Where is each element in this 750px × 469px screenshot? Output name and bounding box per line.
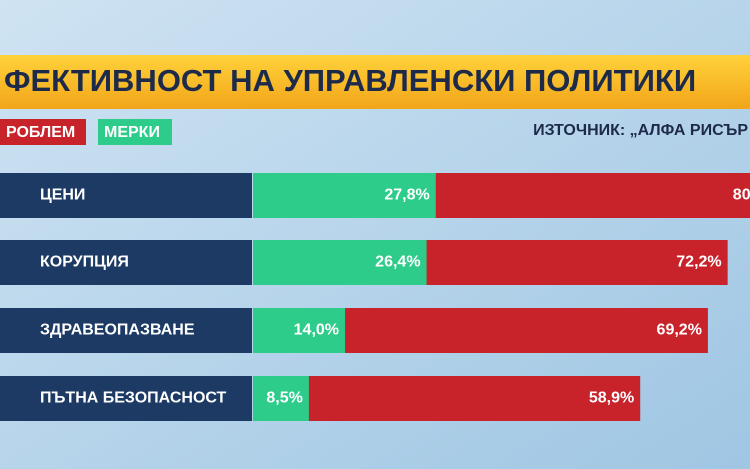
bar [253, 376, 309, 421]
value-label: 27,8% [384, 187, 429, 204]
category-label: КОРУПЦИЯ [40, 254, 129, 271]
bar [253, 376, 641, 421]
category-label: ПЪТНА БЕЗОПАСНОСТ [40, 390, 227, 407]
category-box [0, 240, 252, 285]
category-label: ЦЕНИ [40, 187, 85, 204]
title-bar [0, 55, 750, 109]
bar [253, 240, 427, 285]
bar [253, 173, 436, 218]
value-label: 69,2% [657, 322, 702, 339]
bar [253, 308, 346, 353]
value-label: 8,5% [266, 390, 302, 407]
value-label: 58,9% [589, 390, 634, 407]
value-label: 80,8% [733, 187, 750, 204]
legend-label: РОБЛЕМ [6, 124, 75, 141]
legend-swatch [98, 119, 172, 145]
value-label: 26,4% [375, 254, 420, 271]
value-label: 72,2% [676, 254, 721, 271]
category-box [0, 376, 252, 421]
chart-title: ФЕКТИВНОСТ НА УПРАВЛЕНСКИ ПОЛИТИКИ [4, 63, 696, 98]
category-label: ЗДРАВЕОПАЗВАНЕ [40, 322, 195, 339]
source: ИЗТОЧНИК: „АЛФА РИСЪР [533, 122, 748, 139]
category-box [0, 308, 252, 353]
category-box [0, 173, 252, 218]
legend-label: МЕРКИ [104, 124, 160, 141]
legend-swatch [0, 119, 86, 145]
value-label: 14,0% [294, 322, 339, 339]
